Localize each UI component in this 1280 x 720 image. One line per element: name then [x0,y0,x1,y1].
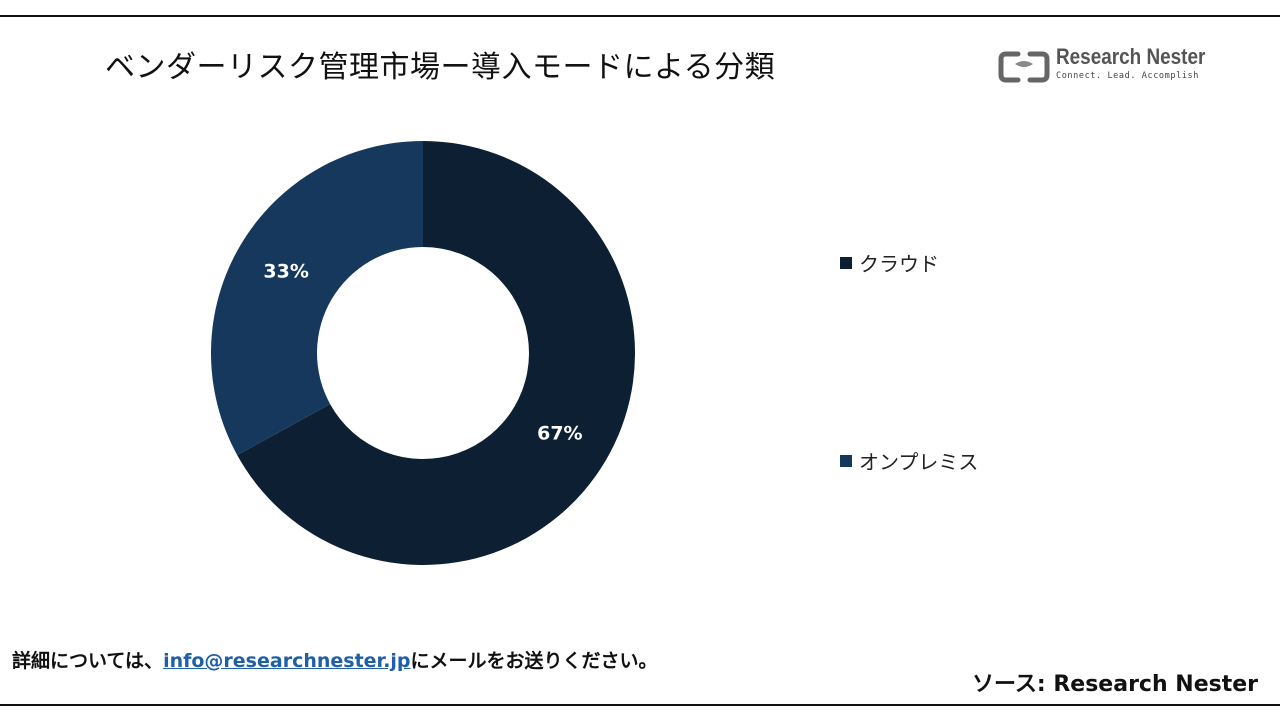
logo-tagline: Connect. Lead. Accomplish [1056,71,1199,81]
legend-item-on-premise: オンプレミス [840,446,978,475]
logo-brand-name: Research Nester [1056,44,1206,69]
legend-swatch-cloud [840,256,852,269]
legend-label-on-premise: オンプレミス [859,450,979,474]
legend-label-cloud: クラウド [859,252,939,276]
bottom-rule [0,704,1280,706]
research-nester-logo-icon [998,51,1050,83]
contact-suffix: にメールをお送りください。 [410,650,658,672]
contact-line: 詳細については、info@researchnester.jpにメールをお送りくだ… [12,646,658,673]
contact-prefix: 詳細については、 [12,650,164,672]
slice-label-0: 67% [537,422,582,444]
slice-label-1: 33% [263,261,308,283]
donut-slice-0 [237,141,635,565]
source-credit: ソース: Research Nester [971,672,1258,697]
top-rule [0,15,1280,17]
legend-item-cloud: クラウド [840,248,939,277]
donut-chart: 67% 33% [210,141,635,565]
donut-slice-1 [210,141,423,456]
page-title: ベンダーリスク管理市場ー導入モードによる分類 [105,50,776,85]
brand-logo: Research Nester Connect. Lead. Accomplis… [998,44,1228,90]
legend-swatch-on-premise [840,454,852,467]
contact-email-link[interactable]: info@researchnester.jp [163,650,411,672]
